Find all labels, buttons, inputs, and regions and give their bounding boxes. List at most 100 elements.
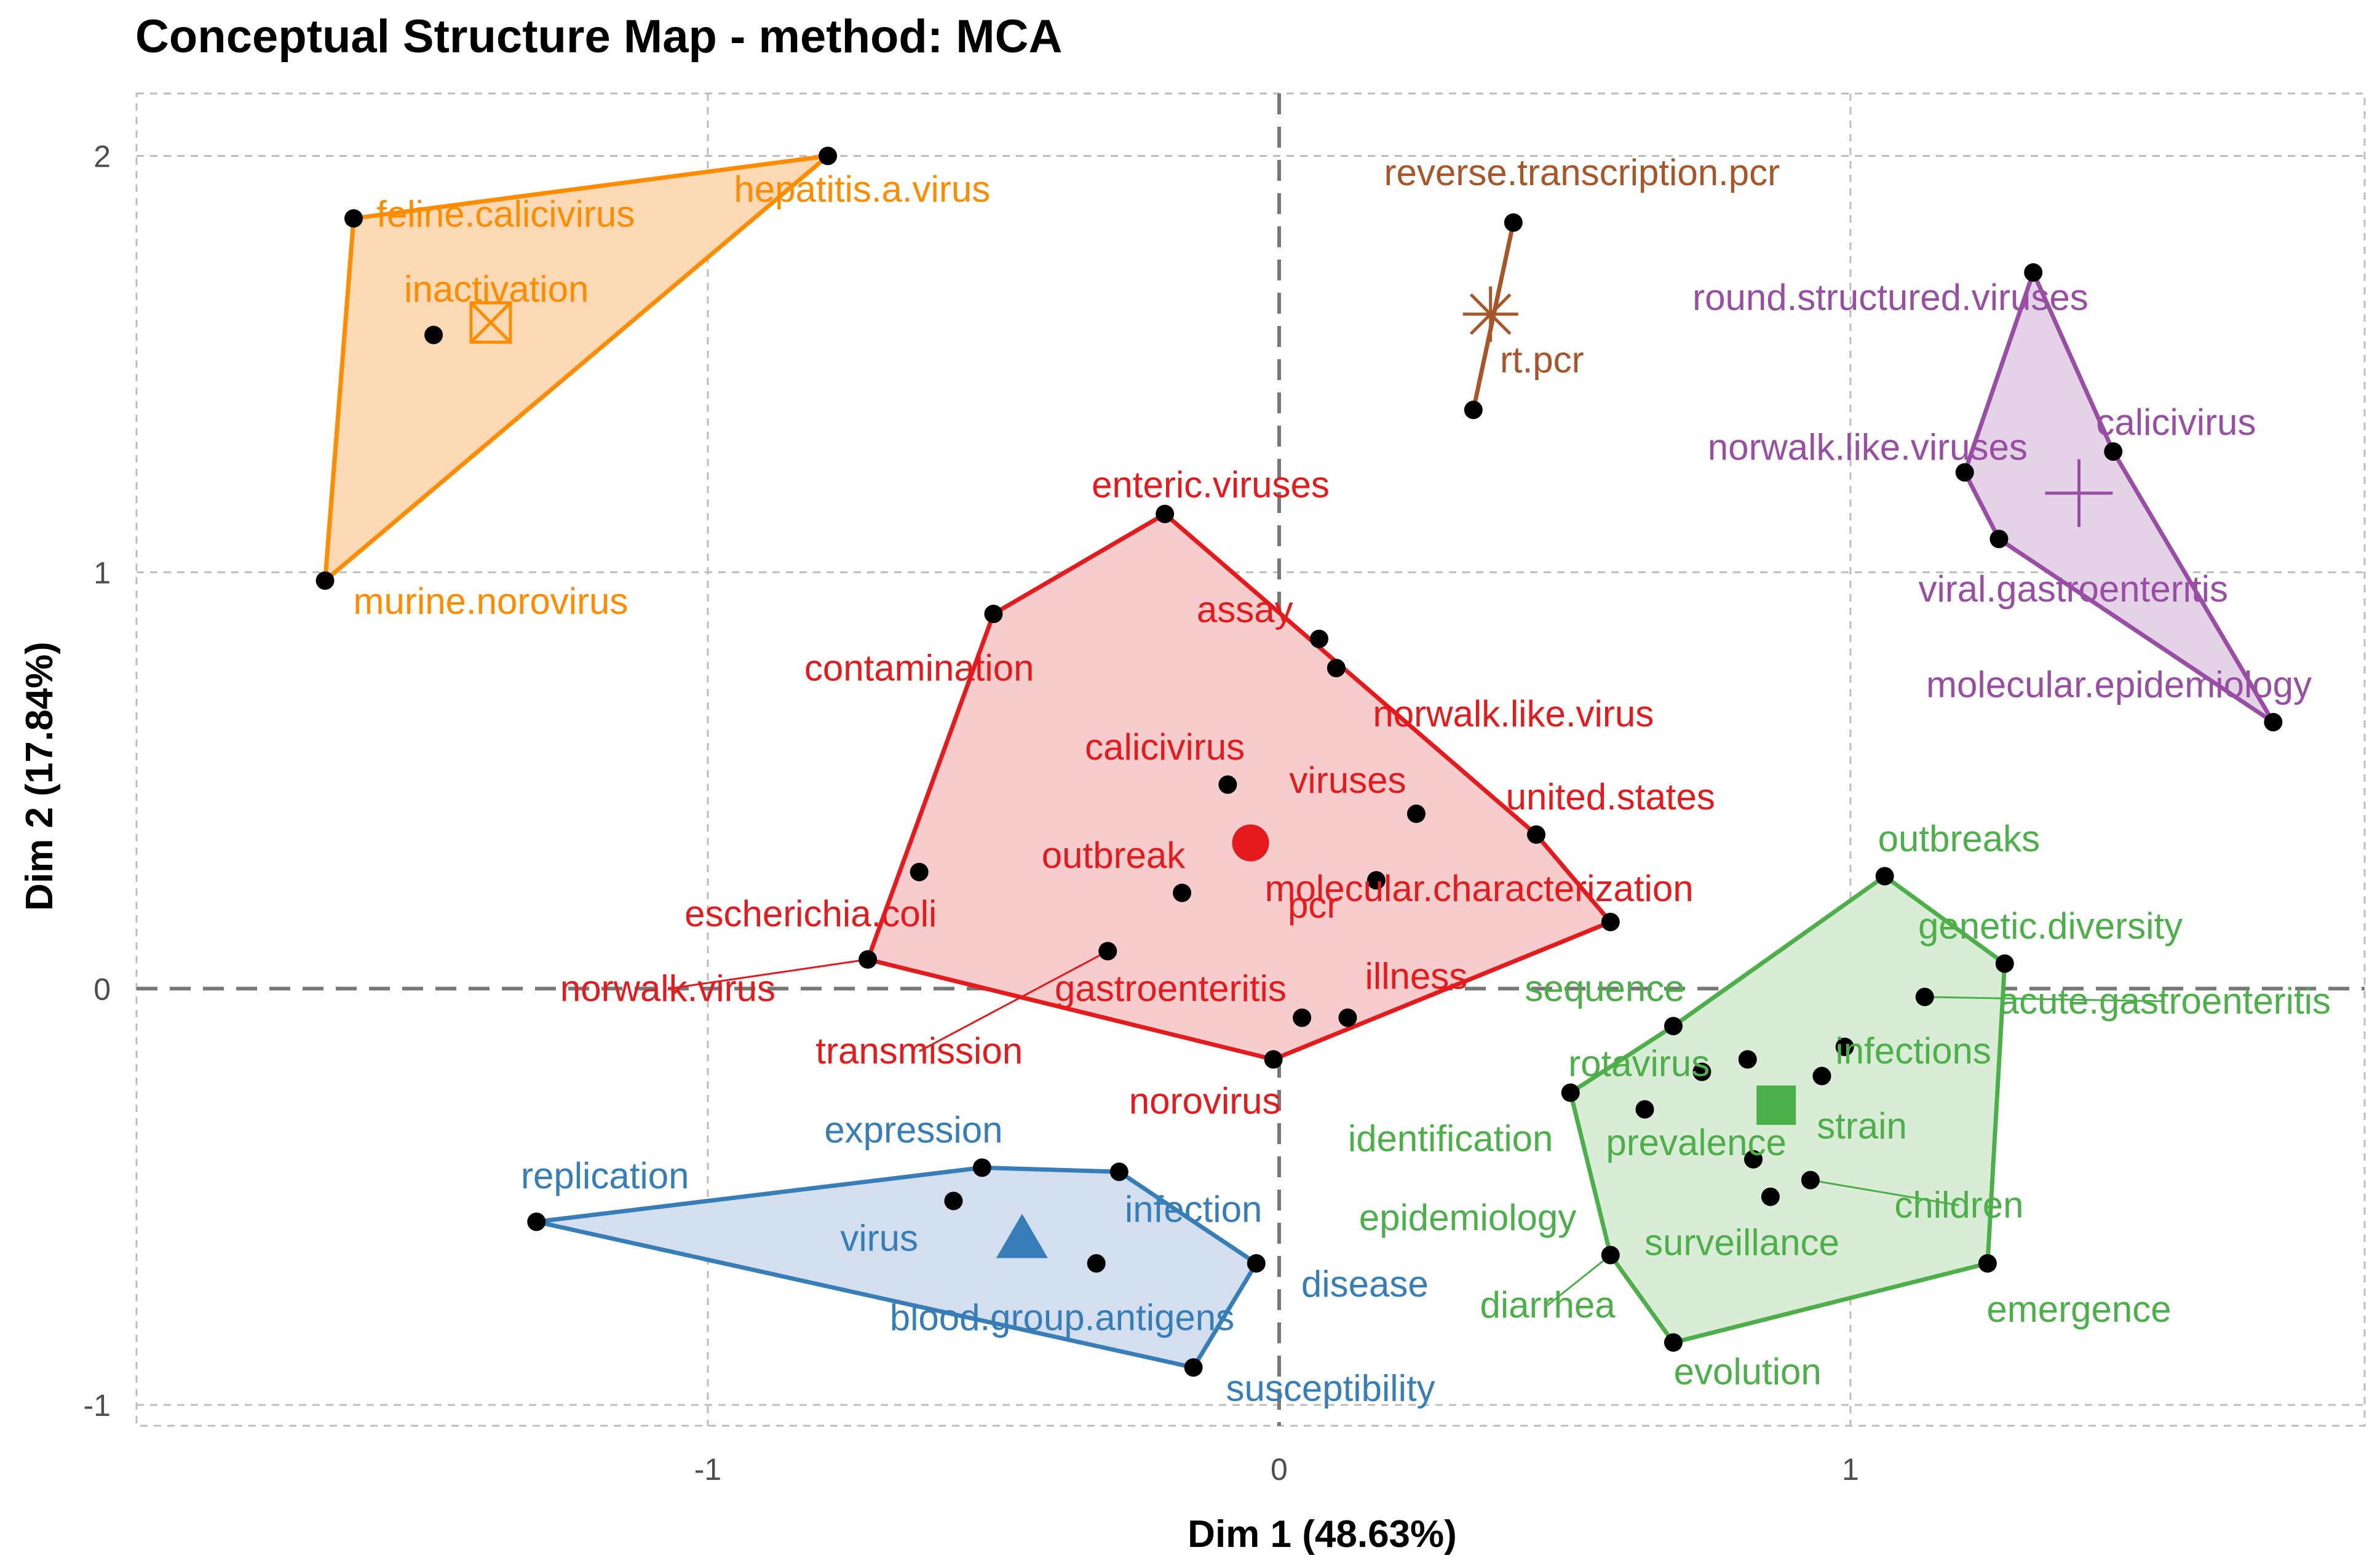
word-label: calicivirus <box>1085 726 1245 768</box>
word-label: transmission <box>815 1030 1023 1071</box>
axes: -1 0 1 -1 0 1 2 <box>84 140 1859 1487</box>
word-labels: feline.calicivirus hepatitis.a.virus inact… <box>354 152 2331 1409</box>
word-point <box>1406 804 1426 823</box>
word-point <box>859 950 878 969</box>
word-label: viral.gastroenteritis <box>1918 568 2228 610</box>
word-label: murine.norovirus <box>354 581 629 622</box>
word-label: calicivirus <box>2096 402 2256 443</box>
word-label: replication <box>521 1155 689 1196</box>
chart-title: Conceptual Structure Map - method: MCA <box>135 10 1062 63</box>
cluster-centroid-orange <box>469 301 512 344</box>
word-point <box>1995 954 2014 973</box>
word-label: children <box>1894 1185 2023 1226</box>
word-label: hepatitis.a.virus <box>734 169 990 210</box>
label-leader-line <box>1810 1179 1959 1207</box>
label-leader-line <box>918 950 1108 1052</box>
word-point <box>1247 1254 1266 1273</box>
cluster-hulls <box>322 153 2275 1370</box>
word-point <box>1218 775 1237 794</box>
word-point <box>1098 942 1117 961</box>
word-point <box>1955 463 1974 482</box>
word-label: united.states <box>1506 776 1715 817</box>
word-label: norovirus <box>1129 1080 1281 1121</box>
word-point <box>1087 1254 1106 1273</box>
word-label: prevalence <box>1606 1122 1787 1163</box>
word-label: feline.calicivirus <box>376 194 635 235</box>
label-leader-line <box>1547 1254 1611 1306</box>
word-label: sequence <box>1525 968 1684 1009</box>
word-point <box>1812 1067 1831 1086</box>
word-point <box>1526 825 1545 844</box>
word-point <box>1875 867 1894 886</box>
word-label: contamination <box>804 647 1034 688</box>
word-label: infection <box>1125 1188 1262 1230</box>
plot-panel-border <box>135 92 2366 1427</box>
word-label: illness <box>1365 955 1468 996</box>
word-point <box>1835 1038 1854 1057</box>
cluster-centroid-red <box>1232 824 1269 862</box>
word-point <box>984 605 1003 624</box>
word-label: diarrhea <box>1480 1284 1616 1326</box>
word-point <box>1504 213 1523 232</box>
word-label: identification <box>1348 1118 1553 1159</box>
word-label: escherichia.coli <box>684 893 937 934</box>
word-label: infections <box>1835 1030 1991 1071</box>
word-point <box>1309 629 1328 648</box>
cluster-centroid-brown <box>1462 286 1518 342</box>
cluster-hull-blue <box>536 1165 1259 1370</box>
cluster-centroid-purple <box>2045 459 2113 527</box>
word-point <box>1635 1100 1654 1119</box>
word-point <box>1761 1187 1780 1206</box>
y-tick-label: 0 <box>93 972 111 1006</box>
word-label: norwalk.like.viruses <box>1708 427 2028 468</box>
word-point <box>944 1191 963 1210</box>
x-axis-title: Dim 1 (48.63%) <box>1188 1513 1457 1556</box>
y-axis-title: Dim 2 (17.84%) <box>18 642 61 911</box>
word-label: evolution <box>1674 1351 1822 1392</box>
word-label: viruses <box>1289 760 1406 801</box>
word-label: inactivation <box>404 268 589 309</box>
label-leader-line <box>1924 996 2165 1003</box>
word-point <box>527 1212 546 1231</box>
cluster-hull-orange <box>322 153 835 586</box>
x-tick-label: 1 <box>1842 1452 1859 1487</box>
word-point <box>1989 530 2009 549</box>
word-label: epidemiology <box>1359 1197 1577 1238</box>
word-point <box>1338 1008 1357 1027</box>
cluster-centroid-green <box>1756 1085 1796 1125</box>
word-point <box>1801 1171 1820 1190</box>
cluster-centroid-blue <box>996 1214 1048 1258</box>
word-label: strain <box>1817 1105 1907 1147</box>
x-tick-label: 0 <box>1271 1452 1288 1487</box>
word-point <box>1464 400 1483 419</box>
word-label: rt.pcr <box>1500 340 1584 381</box>
cluster-hull-purple <box>1962 266 2275 724</box>
word-label: round.structured.viruses <box>1692 277 2088 318</box>
word-point <box>1601 912 1620 931</box>
word-label: blood.group.antigens <box>890 1297 1234 1338</box>
word-point <box>1184 1358 1203 1377</box>
word-point <box>1367 871 1386 890</box>
word-point <box>1664 1017 1683 1036</box>
y-tick-label: 2 <box>93 140 111 174</box>
word-point <box>1601 1246 1620 1265</box>
word-point <box>2104 442 2123 461</box>
word-label: surveillance <box>1644 1222 1839 1263</box>
word-point <box>910 862 929 881</box>
word-label: gastroenteritis <box>1055 968 1287 1009</box>
word-label: molecular.epidemiology <box>1926 664 2312 705</box>
word-point <box>1664 1333 1683 1352</box>
word-point <box>1738 1050 1757 1069</box>
label-leader-line <box>667 958 868 990</box>
word-point <box>1109 1163 1129 1182</box>
word-label: pcr <box>1288 884 1339 926</box>
word-point <box>972 1158 991 1177</box>
word-point <box>2264 713 2283 732</box>
word-point <box>1264 1050 1283 1069</box>
word-point <box>819 146 838 165</box>
word-label: rotavirus <box>1568 1043 1710 1084</box>
word-label: virus <box>840 1218 918 1259</box>
word-label: enteric.viruses <box>1092 464 1330 506</box>
word-point <box>1561 1083 1580 1102</box>
